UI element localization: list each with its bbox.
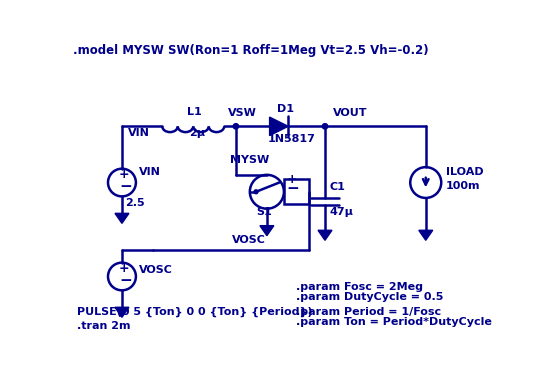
Text: C1: C1 xyxy=(330,182,346,192)
Text: VOSC: VOSC xyxy=(232,235,266,244)
Circle shape xyxy=(233,124,239,129)
Polygon shape xyxy=(270,117,288,136)
Text: .tran 2m: .tran 2m xyxy=(77,321,131,331)
Text: S1: S1 xyxy=(256,207,272,217)
Text: .param Ton = Period*DutyCycle: .param Ton = Period*DutyCycle xyxy=(295,317,491,327)
Text: .param Fosc = 2Meg: .param Fosc = 2Meg xyxy=(295,282,423,292)
Text: VOSC: VOSC xyxy=(139,265,173,275)
Text: L1: L1 xyxy=(187,107,202,117)
Text: −: − xyxy=(120,273,132,288)
Text: VIN: VIN xyxy=(139,167,161,177)
Text: VOUT: VOUT xyxy=(333,108,367,117)
Text: PULSE(0 5 {Ton} 0 0 {Ton} {Period}): PULSE(0 5 {Ton} 0 0 {Ton} {Period}) xyxy=(77,307,312,317)
Text: −: − xyxy=(120,179,132,194)
Text: 2μ: 2μ xyxy=(189,128,206,138)
Text: −: − xyxy=(286,181,299,196)
Polygon shape xyxy=(260,226,274,236)
Text: VSW: VSW xyxy=(228,108,257,117)
Polygon shape xyxy=(115,307,129,317)
Text: .param Period = 1/Fosc: .param Period = 1/Fosc xyxy=(295,307,440,317)
Text: ILOAD: ILOAD xyxy=(446,167,484,177)
Text: 1N5817: 1N5817 xyxy=(268,134,316,144)
Text: .model MYSW SW(Ron=1 Roff=1Meg Vt=2.5 Vh=-0.2): .model MYSW SW(Ron=1 Roff=1Meg Vt=2.5 Vh… xyxy=(73,44,429,57)
Polygon shape xyxy=(115,213,129,223)
Text: +: + xyxy=(119,168,130,181)
Text: D1: D1 xyxy=(276,105,294,114)
Circle shape xyxy=(254,190,258,194)
Text: 2.5: 2.5 xyxy=(125,197,145,208)
Circle shape xyxy=(322,124,328,129)
Text: VIN: VIN xyxy=(128,128,150,138)
Text: 47μ: 47μ xyxy=(330,207,353,217)
Text: +: + xyxy=(119,262,130,275)
Bar xyxy=(284,180,309,204)
Text: +: + xyxy=(286,173,297,186)
Text: 100m: 100m xyxy=(446,181,480,191)
Polygon shape xyxy=(318,230,332,240)
Text: MYSW: MYSW xyxy=(230,155,269,164)
Text: .param DutyCycle = 0.5: .param DutyCycle = 0.5 xyxy=(295,292,443,302)
Polygon shape xyxy=(419,230,433,240)
